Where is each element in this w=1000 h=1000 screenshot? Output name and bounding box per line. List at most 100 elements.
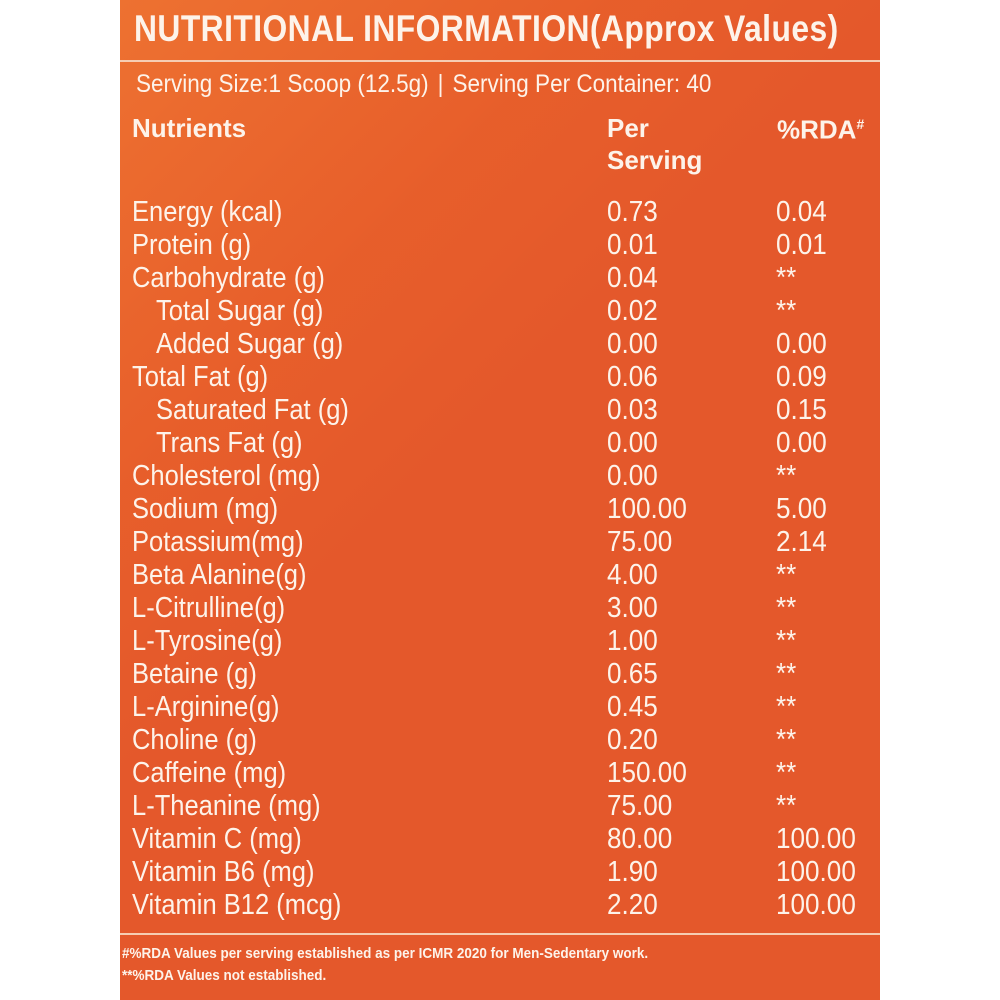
table-row: Caffeine (mg) 150.00 **: [120, 757, 880, 790]
header-rda-mark: #: [856, 116, 865, 132]
table-row: Total Fat (g) 0.06 0.09: [120, 361, 880, 394]
rda-value: 0.00: [776, 427, 827, 459]
header-rda: %RDA#: [777, 108, 864, 146]
per-serving-value: 3.00: [607, 592, 658, 624]
per-serving-value: 0.03: [607, 394, 658, 426]
rda-value: 100.00: [776, 889, 856, 921]
nutrient-table: Energy (kcal) 0.73 0.04 Protein (g) 0.01 0.0…: [120, 196, 880, 922]
nutrient-name: Sodium (mg): [132, 493, 279, 525]
rda-value: **: [776, 295, 797, 327]
nutrient-name: Energy (kcal): [132, 196, 283, 228]
title-divider: [120, 60, 880, 62]
rda-value: 0.15: [776, 394, 827, 426]
per-serving-value: 0.20: [607, 724, 658, 756]
nutrient-name: Caffeine (mg): [132, 757, 287, 789]
nutrient-name: Betaine (g): [132, 658, 257, 690]
serving-separator: |: [437, 70, 444, 98]
per-serving-value: 75.00: [607, 526, 673, 558]
rda-value: 2.14: [776, 526, 827, 558]
per-serving-value: 0.65: [607, 658, 658, 690]
rda-value: 100.00: [776, 856, 856, 888]
rda-value: 100.00: [776, 823, 856, 855]
nutrient-name: Potassium(mg): [132, 526, 304, 558]
rda-value: **: [776, 625, 797, 657]
per-serving-value: 0.06: [607, 361, 658, 393]
nutrient-name: Vitamin B12 (mcg): [132, 889, 342, 921]
table-row: L-Citrulline(g) 3.00 **: [120, 592, 880, 625]
table-row: Saturated Fat (g) 0.03 0.15: [120, 394, 880, 427]
rda-value: **: [776, 757, 797, 789]
table-row: Energy (kcal) 0.73 0.04: [120, 196, 880, 229]
per-serving-value: 2.20: [607, 889, 658, 921]
footnotes: #%RDA Values per serving established as …: [120, 933, 880, 1000]
header-nutrients: Nutrients: [132, 113, 247, 143]
table-row: Beta Alanine(g) 4.00 **: [120, 559, 880, 592]
table-row: Vitamin C (mg) 80.00 100.00: [120, 823, 880, 856]
nutrition-panel: NUTRITIONAL INFORMATION(Approx Values) S…: [120, 0, 880, 1000]
nutrient-name: L-Citrulline(g): [132, 592, 286, 624]
nutrient-name: Trans Fat (g): [156, 427, 303, 459]
per-serving-value: 100.00: [607, 493, 687, 525]
rda-value: 0.01: [776, 229, 827, 261]
per-serving-value: 1.00: [607, 625, 658, 657]
table-row: Choline (g) 0.20 **: [120, 724, 880, 757]
nutrient-name: Protein (g): [132, 229, 252, 261]
per-serving-value: 0.02: [607, 295, 658, 327]
per-serving-value: 150.00: [607, 757, 687, 789]
panel-title: NUTRITIONAL INFORMATION(Approx Values): [134, 8, 839, 49]
table-row: Vitamin B6 (mg) 1.90 100.00: [120, 856, 880, 889]
serving-size: Serving Size:1 Scoop (12.5g): [136, 70, 429, 98]
serving-info: Serving Size:1 Scoop (12.5g) | Serving Per…: [136, 70, 711, 99]
rda-value: **: [776, 592, 797, 624]
rda-value: **: [776, 559, 797, 591]
per-serving-value: 0.00: [607, 460, 658, 492]
nutrient-name: Added Sugar (g): [156, 328, 344, 360]
table-row: Added Sugar (g) 0.00 0.00: [120, 328, 880, 361]
rda-value: 0.09: [776, 361, 827, 393]
per-serving-value: 0.73: [607, 196, 658, 228]
rda-value: **: [776, 262, 797, 294]
header-per-serving-line2: Serving: [607, 145, 703, 175]
per-serving-value: 0.00: [607, 328, 658, 360]
nutrient-name: Choline (g): [132, 724, 257, 756]
per-serving-value: 80.00: [607, 823, 673, 855]
header-per-serving: Per Serving: [607, 112, 702, 176]
rda-value: **: [776, 790, 797, 822]
nutrient-name: Beta Alanine(g): [132, 559, 307, 591]
rda-value: **: [776, 724, 797, 756]
table-row: Cholesterol (mg) 0.00 **: [120, 460, 880, 493]
per-serving-value: 1.90: [607, 856, 658, 888]
nutrient-name: Cholesterol (mg): [132, 460, 321, 492]
rda-value: **: [776, 460, 797, 492]
header-rda-label: %RDA: [777, 114, 857, 145]
table-row: Vitamin B12 (mcg) 2.20 100.00: [120, 889, 880, 922]
footnote-rda-not-established: **%RDA Values not established.: [122, 967, 327, 984]
nutrient-name: L-Theanine (mg): [132, 790, 321, 822]
rda-value: 0.04: [776, 196, 827, 228]
table-row: Carbohydrate (g) 0.04 **: [120, 262, 880, 295]
servings-per-container: Serving Per Container: 40: [452, 70, 712, 98]
nutrient-name: Carbohydrate (g): [132, 262, 325, 294]
header-per-serving-line1: Per: [607, 113, 649, 143]
per-serving-value: 4.00: [607, 559, 658, 591]
table-row: Betaine (g) 0.65 **: [120, 658, 880, 691]
nutrient-name: Saturated Fat (g): [156, 394, 349, 426]
table-row: Trans Fat (g) 0.00 0.00: [120, 427, 880, 460]
per-serving-value: 0.04: [607, 262, 658, 294]
table-row: Potassium(mg) 75.00 2.14: [120, 526, 880, 559]
footnote-rda-established: #%RDA Values per serving established as …: [122, 945, 649, 962]
nutrient-name: Vitamin C (mg): [132, 823, 302, 855]
nutrient-name: Total Fat (g): [132, 361, 269, 393]
table-row: Sodium (mg) 100.00 5.00: [120, 493, 880, 526]
nutrient-name: Total Sugar (g): [156, 295, 324, 327]
table-row: Protein (g) 0.01 0.01: [120, 229, 880, 262]
per-serving-value: 0.01: [607, 229, 658, 261]
rda-value: 0.00: [776, 328, 827, 360]
per-serving-value: 75.00: [607, 790, 673, 822]
table-row: L-Arginine(g) 0.45 **: [120, 691, 880, 724]
table-row: L-Tyrosine(g) 1.00 **: [120, 625, 880, 658]
table-row: L-Theanine (mg) 75.00 **: [120, 790, 880, 823]
nutrient-name: Vitamin B6 (mg): [132, 856, 315, 888]
nutrient-name: L-Arginine(g): [132, 691, 280, 723]
rda-value: 5.00: [776, 493, 827, 525]
